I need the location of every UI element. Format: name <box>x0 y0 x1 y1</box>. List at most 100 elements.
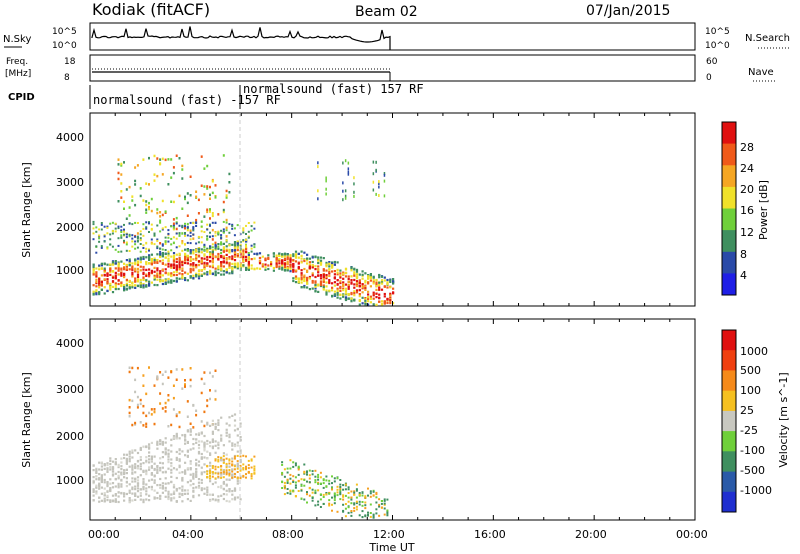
rti-cell <box>186 400 189 403</box>
rti-cell <box>106 494 109 497</box>
rti-cell <box>120 273 123 276</box>
rti-cell <box>372 294 375 297</box>
rti-cell <box>181 273 184 276</box>
rti-cell <box>175 280 178 283</box>
rti-cell <box>186 489 189 492</box>
rti-cell <box>170 423 173 427</box>
rti-cell <box>303 472 306 475</box>
rti-cell <box>98 485 101 488</box>
rti-cell <box>175 268 178 271</box>
rti-cell <box>209 252 212 255</box>
rti-cell <box>164 158 167 162</box>
rti-cell <box>178 471 181 474</box>
rti-cell <box>328 482 331 485</box>
rti-cell <box>339 489 342 492</box>
rti-cell <box>98 477 101 480</box>
rti-cell <box>339 491 342 494</box>
rti-cell <box>311 260 314 264</box>
rti-cell <box>339 479 342 481</box>
rti-cell <box>297 473 300 476</box>
rti-cell <box>148 275 151 278</box>
rti-cell <box>192 276 195 280</box>
rti-cell <box>128 264 131 267</box>
rti-cell <box>189 460 192 463</box>
rti-cell <box>95 251 98 254</box>
rti-cell <box>139 282 142 285</box>
rti-cell <box>222 270 225 273</box>
nave-label: Nave <box>748 67 774 78</box>
rti-cell <box>250 459 253 462</box>
rti-cell <box>200 420 203 423</box>
rti-cell <box>378 276 381 279</box>
rti-cell <box>114 478 117 481</box>
rti-cell <box>220 486 223 489</box>
rti-cell <box>172 492 176 495</box>
rti-cell <box>306 257 309 260</box>
rti-cell <box>120 479 123 482</box>
rti-cell <box>236 244 239 247</box>
rti-cell <box>120 268 123 271</box>
rti-cell <box>231 470 234 473</box>
rti-cell <box>228 223 231 226</box>
rti-cell <box>209 474 211 477</box>
rti-cell <box>209 453 212 456</box>
rti-cell <box>92 464 95 467</box>
rti-cell <box>170 237 173 240</box>
rti-cell <box>142 404 145 408</box>
rti-cell <box>236 450 239 453</box>
rti-cell <box>175 273 178 277</box>
rti-cell <box>225 189 228 193</box>
rti-cell <box>233 265 237 269</box>
rti-cell <box>342 488 345 491</box>
rti-cell <box>378 274 381 277</box>
rti-cell <box>355 270 359 273</box>
vel-cbar-tick-5: -100 <box>740 444 765 457</box>
rti-cell <box>148 451 151 454</box>
rti-cell <box>308 481 311 484</box>
rti-cell <box>247 258 250 261</box>
rti-cell <box>100 264 103 267</box>
rti-cell <box>355 291 359 294</box>
rti-cell <box>200 273 203 276</box>
rti-cell <box>211 445 214 448</box>
rti-cell <box>200 257 203 260</box>
rti-cell <box>281 262 284 265</box>
rti-cell <box>109 478 112 481</box>
rti-cell <box>222 228 225 231</box>
rti-cell <box>131 199 134 202</box>
rti-cell <box>145 483 148 486</box>
rti-cell <box>172 396 175 400</box>
rti-cell <box>189 473 192 476</box>
rti-cell <box>236 242 239 245</box>
rti-cell <box>161 462 164 465</box>
rti-cell <box>120 234 123 237</box>
rti-cell <box>306 473 308 476</box>
rti-cell <box>386 286 389 289</box>
rti-cell <box>142 271 145 274</box>
rti-cell <box>189 468 192 471</box>
rti-cell <box>245 233 247 235</box>
rti-cell <box>353 490 356 493</box>
rti-cell <box>294 256 298 259</box>
rti-cell <box>148 282 151 285</box>
rti-cell <box>128 457 131 461</box>
rti-cell <box>233 424 237 427</box>
rti-cell <box>109 243 112 246</box>
rti-cell <box>109 270 112 273</box>
rti-cell <box>303 479 306 481</box>
rti-cell <box>206 264 209 267</box>
rti-cell <box>375 493 378 496</box>
rti-cell <box>222 210 225 214</box>
rti-cell <box>209 493 212 496</box>
rti-cell <box>136 164 139 167</box>
rti-cell <box>225 499 228 503</box>
rti-cell <box>131 234 134 237</box>
rti-cell <box>92 469 95 472</box>
rti-cell <box>222 452 225 455</box>
rti-cell <box>148 447 151 450</box>
rti-cell <box>106 496 109 499</box>
rti-cell <box>364 281 367 284</box>
rti-cell <box>181 240 184 243</box>
rti-cell <box>170 438 173 441</box>
rti-cell <box>211 375 214 378</box>
